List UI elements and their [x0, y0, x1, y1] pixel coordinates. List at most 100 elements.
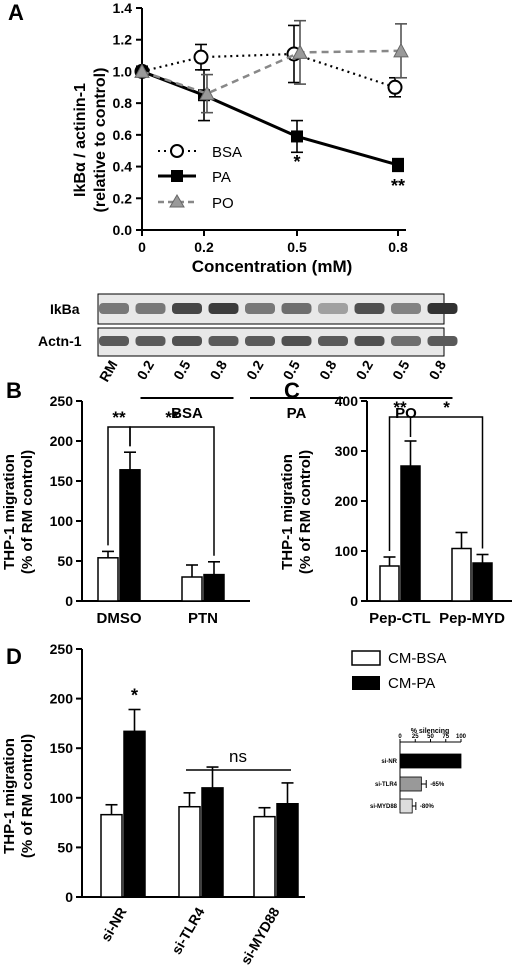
category-label: Pep-MYD [439, 610, 505, 627]
legend-bsa-label: BSA [212, 144, 242, 161]
blot-band-actn [172, 336, 202, 346]
ns-label: ns [229, 747, 247, 766]
panel-a-ylabel-2: (relative to control) [92, 68, 109, 213]
blot-band-actn [245, 336, 275, 346]
a-point-BSA [387, 79, 403, 95]
inset-bar [399, 798, 413, 814]
bracket [410, 416, 484, 549]
inset-tick-label: 50 [427, 734, 434, 740]
a-ytick-label: 0.6 [113, 127, 133, 143]
a-ytick-label: 0.2 [113, 190, 133, 206]
bar-CM-BSA [178, 805, 201, 898]
legend-cm-pa-label: CM-PA [388, 675, 435, 692]
blot-band-actn [99, 336, 129, 346]
blot-band-ikba [99, 303, 129, 314]
bracket [388, 416, 412, 551]
a-ytick-label: 0.4 [113, 159, 133, 175]
a-point-PA [392, 158, 404, 171]
inset-title: % silencing [411, 728, 450, 735]
bar-CM-PA [400, 465, 421, 602]
category-label: si-TLR4 [168, 904, 208, 957]
blot-bands [99, 303, 458, 346]
a-series-line-PA [141, 70, 399, 167]
panel-a-y-ticks: 0.0 0.2 0.4 0.6 0.8 1.0 1.2 1.4 [113, 0, 142, 238]
a-significance-label: * [293, 152, 300, 172]
bar-CM-BSA [379, 565, 400, 602]
category-label: si-NR [97, 905, 129, 945]
legend-po-label: PO [212, 195, 234, 212]
panel-a-xlabel: Concentration (mM) [192, 257, 353, 276]
inset-bar [399, 753, 462, 769]
ytick-label: 300 [335, 443, 359, 459]
bracket-label: * [443, 398, 450, 417]
ytick-label: 50 [57, 839, 73, 855]
blot-lane-label: 0.2 [134, 357, 158, 382]
blot-band-ikba [172, 303, 202, 314]
ytick-label: 100 [50, 790, 74, 806]
bracket-label: ** [393, 398, 407, 417]
bar-CM-PA [201, 787, 224, 898]
inset-annotation: -65% [430, 782, 445, 788]
bar-CM-PA [203, 573, 225, 602]
panel-b-ylabel-2: (% of RM control) [19, 450, 36, 574]
blot-lane-labels: RM 0.2 0.5 0.8 0.2 0.5 0.8 0.2 0.5 0.8 [96, 357, 449, 384]
inset-tick-label: 75 [442, 734, 449, 740]
panel-d-letter: D [6, 644, 22, 669]
inset-category-label: si-MYD88 [370, 804, 398, 810]
bar-CM-PA [119, 469, 141, 602]
blot-lane-label: 0.2 [243, 357, 267, 382]
blot-row-label-ikba: IkBa [50, 301, 80, 317]
panel-a-legend: BSA PA PO [158, 144, 242, 212]
panel-d-ylabel-1: THP-1 migration [1, 738, 18, 854]
ytick-label: 0 [65, 889, 73, 905]
bar-CM-BSA [97, 557, 119, 602]
bar-CM-BSA [253, 815, 276, 898]
a-significance-label: ** [391, 176, 405, 196]
blot-group-labels: BSA PA PO [140, 397, 453, 422]
ytick-label: 100 [50, 513, 74, 529]
blot-band-ikba [391, 303, 421, 314]
legend-pa-label: PA [212, 169, 231, 186]
panel-c-ylabel-1: THP-1 migration [279, 454, 296, 570]
legend-bsa-marker [170, 144, 184, 158]
bar-CM-PA [276, 803, 299, 898]
legend-cm-bsa-swatch [351, 650, 381, 666]
inset-category-label: si-TLR4 [375, 782, 398, 788]
blot-band-ikba [281, 303, 312, 314]
category-label: DMSO [97, 610, 142, 627]
ytick-label: 50 [57, 553, 73, 569]
a-xtick-label: 0.8 [388, 239, 408, 255]
legend-cm-bsa-label: CM-BSA [388, 650, 446, 667]
blot-band-actn [391, 336, 421, 346]
ytick-label: 0 [65, 593, 73, 609]
a-point-PO [134, 63, 150, 78]
panel-a-ylabel-1: IkBα / actinin-1 [72, 83, 89, 197]
panel-d-ylabel-2: (% of RM control) [19, 734, 36, 858]
bracket-label: ** [112, 408, 126, 427]
blot-band-ikba [245, 303, 275, 314]
panel-a-axes [141, 8, 406, 231]
bar-CM-BSA [100, 813, 123, 898]
inset-bar [399, 776, 422, 792]
blot-lane-label: RM [96, 358, 121, 385]
ytick-label: 200 [50, 433, 74, 449]
ytick-label: 200 [335, 493, 359, 509]
panel-b-ylabel-1: THP-1 migration [1, 454, 18, 570]
panel-a: A 0.00.20.40.60.81.01.21.4 0 0.2 0.5 0.8 **… [8, 0, 409, 276]
legend-cm-pa-swatch [352, 676, 380, 690]
panel-b-chart: 0 50 100 150 200 250 DMSO PTN ** ** [50, 393, 250, 627]
blot-group-label: BSA [171, 405, 203, 422]
a-point-PO [393, 42, 409, 58]
blot-band-ikba [427, 303, 458, 314]
panel-a-x-ticks: 0 0.2 0.5 0.8 [138, 230, 408, 255]
a-point-PO [199, 85, 215, 101]
significance-star: * [131, 686, 138, 706]
bracket-label: ** [165, 408, 179, 427]
blot-band-ikba [135, 303, 166, 314]
bar-CM-PA [123, 730, 146, 898]
inset-tick-label: 25 [412, 734, 419, 740]
bar-CM-BSA [451, 547, 472, 602]
